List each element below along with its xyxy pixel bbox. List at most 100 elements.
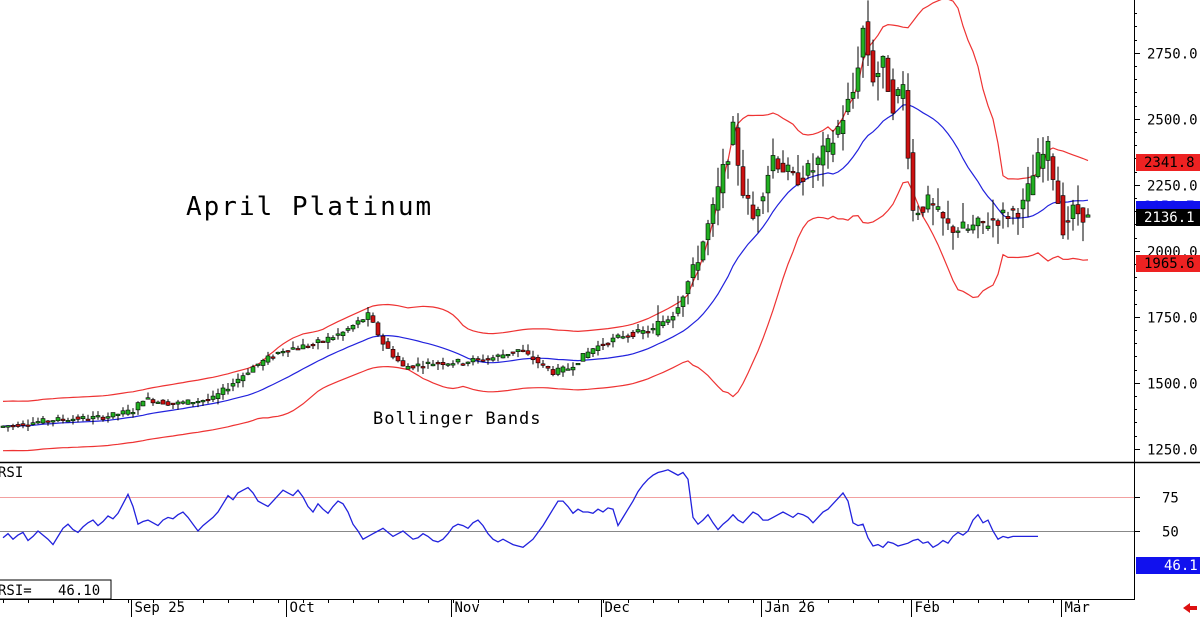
candle-body [970,224,976,231]
candle-body [1060,195,1066,236]
candle-body [1030,175,1036,196]
candle-body [1035,152,1041,177]
candle-body [855,67,861,92]
rsi-readout-label: RSI= [0,583,32,599]
candle-body [925,194,931,210]
candle-body [605,342,611,346]
candle [50,420,56,427]
candle-body [155,401,161,404]
candle [645,325,651,338]
candle-body [0,425,6,428]
candle-body [285,350,291,353]
candle-body [305,345,311,348]
candle [210,390,216,403]
rsi-readout-value: 46.10 [58,583,100,599]
candle-body [475,358,481,361]
candle-body [360,319,366,323]
candle [985,212,991,231]
candle-body [380,335,386,345]
candle-body [635,329,641,333]
candle-body [315,339,321,343]
candle [315,337,321,350]
rsi-line [2,469,1038,549]
candle-body [695,262,701,271]
candle [970,214,976,234]
candle-body [350,325,356,330]
candle [345,326,351,333]
candle [85,414,91,421]
candle [70,415,76,425]
candle-body [290,347,296,350]
candle-body [540,363,546,366]
candle [910,138,916,222]
candle-body [570,366,576,371]
candle-body [590,348,596,354]
candle-body [995,220,1001,226]
candle-body [310,344,316,347]
candle [720,148,726,209]
candle [500,349,506,359]
candle [835,119,841,138]
candle [275,351,281,355]
candle-body [495,354,501,357]
candle-body [490,357,496,361]
candle [780,150,786,173]
candle-body [645,331,651,334]
candle-body [655,320,661,336]
candle-body [895,89,901,96]
candle [625,333,631,343]
candle-body [280,351,286,354]
candle-body [580,353,586,362]
lower-bollinger-band [2,181,1089,452]
candle [490,354,496,362]
candle-body [780,162,786,173]
candle [420,360,426,374]
candle [235,373,241,388]
candle [370,312,376,323]
candle-body [500,354,506,359]
candle-body [830,142,836,155]
candle [735,113,741,186]
candle [870,39,876,87]
candle [585,347,591,359]
candle [785,157,791,181]
price-axis-tick-label: 1500.0 [1147,377,1198,393]
candle-body [270,356,276,359]
candle-body [860,27,866,58]
candle [395,352,401,363]
candle [440,357,446,370]
candle [200,399,206,407]
candle [375,321,381,337]
candle-body [1070,204,1076,219]
candle-body [535,357,541,364]
candle [100,415,106,422]
candle-body [1040,153,1046,169]
candle-body [255,363,261,366]
candle [65,417,71,423]
candle [700,240,706,263]
candle [660,315,666,329]
candle-body [485,358,491,361]
candle [940,211,946,236]
candle-body [875,72,881,78]
candle-body [95,415,101,418]
rsi-current-value-box: 46.1 [1136,557,1200,574]
candle-body [1085,214,1091,218]
candle-body [725,161,731,165]
candle [425,358,431,369]
rsi-gridlines [0,497,1134,532]
candle [470,355,476,366]
candle [435,360,441,370]
candle [830,129,836,163]
candle-body [470,358,476,363]
candle-body [1050,156,1056,180]
candle-body [390,349,396,358]
scroll-left-arrow-icon[interactable] [1183,603,1197,613]
candle [1080,207,1086,242]
candle [290,341,296,350]
candle [130,408,136,418]
candle-body [1055,180,1061,204]
candle-body [235,378,241,384]
candle-body [150,399,156,404]
